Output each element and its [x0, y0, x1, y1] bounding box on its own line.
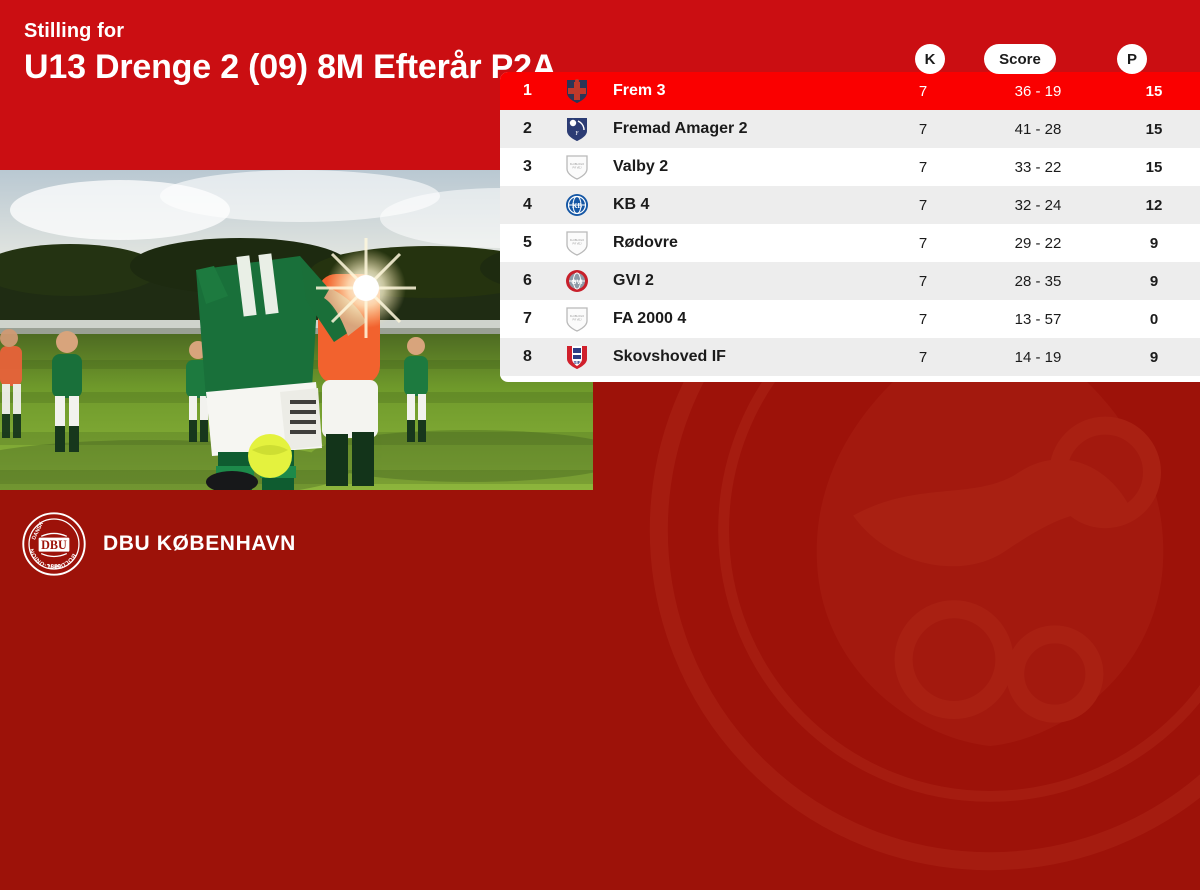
row-team-name: Rødovre — [613, 234, 678, 251]
fremad-amager-crest: F — [555, 116, 599, 142]
header-kicker: Stilling for — [24, 20, 125, 42]
row-points: 15 — [1145, 82, 1163, 100]
table-row[interactable]: 1 Frem 3 7 36 - 19 15 — [500, 72, 1200, 110]
svg-text:DBU: DBU — [41, 538, 67, 552]
row-position: 2 — [523, 120, 532, 137]
row-matches: 7 — [918, 120, 928, 138]
row-score: 29 - 22 — [1014, 234, 1062, 252]
row-points: 15 — [1145, 158, 1163, 176]
row-position: 3 — [523, 158, 532, 175]
table-row[interactable]: 8 SIF Skovshoved IF 7 14 - 19 9 — [500, 338, 1200, 376]
row-score: 28 - 35 — [1014, 272, 1062, 290]
row-score: 41 - 28 — [1014, 120, 1062, 138]
row-points: 15 — [1145, 120, 1163, 138]
row-score: 13 - 57 — [1014, 310, 1062, 328]
table-column-badges: K Score P — [500, 44, 1200, 78]
row-position: 4 — [523, 196, 532, 213]
row-matches: 7 — [918, 158, 928, 176]
gvi-crest: GVI — [555, 268, 599, 294]
row-position: 8 — [523, 348, 532, 365]
row-score: 32 - 24 — [1014, 196, 1062, 214]
svg-text:F: F — [575, 131, 579, 137]
row-matches: 7 — [918, 272, 928, 290]
svg-text:KLUBLOGO: KLUBLOGO — [570, 162, 584, 166]
svg-text:KB: KB — [572, 202, 582, 210]
row-position: 6 — [523, 272, 532, 289]
svg-text:SIF: SIF — [573, 360, 580, 365]
row-position: 1 — [523, 82, 532, 99]
row-team-name: Frem 3 — [613, 82, 666, 99]
row-matches: 7 — [918, 234, 928, 252]
row-points: 12 — [1145, 196, 1163, 214]
footer-org-name: DBU KØBENHAVN — [103, 532, 296, 555]
row-matches: 7 — [918, 196, 928, 214]
kb-crest: KB — [555, 192, 599, 218]
column-badge-matches: K — [915, 44, 945, 74]
svg-text:GVI: GVI — [571, 279, 582, 286]
row-matches: 7 — [918, 310, 928, 328]
hero-photo — [0, 170, 593, 490]
dbu-logo-icon: BOLDSPIL-UNION DANSK 1889 DBU — [22, 512, 86, 576]
placeholder-crest: KLUBLOGO PÅ VEJ — [555, 306, 599, 332]
frem-crest — [555, 78, 599, 104]
row-score: 14 - 19 — [1014, 348, 1062, 366]
svg-text:KLUBLOGO: KLUBLOGO — [570, 238, 584, 242]
row-score: 33 - 22 — [1014, 158, 1062, 176]
table-row[interactable]: 7 KLUBLOGO PÅ VEJ FA 2000 4 7 13 - 57 0 — [500, 300, 1200, 338]
placeholder-crest: KLUBLOGO PÅ VEJ — [555, 154, 599, 180]
table-row[interactable]: 4 KB KB 4 7 32 - 24 12 — [500, 186, 1200, 224]
row-points: 0 — [1149, 310, 1159, 328]
row-points: 9 — [1149, 234, 1159, 252]
table-row[interactable]: 5 KLUBLOGO PÅ VEJ Rødovre 7 29 - 22 9 — [500, 224, 1200, 262]
placeholder-crest: KLUBLOGO PÅ VEJ — [555, 230, 599, 256]
table-row[interactable]: 3 KLUBLOGO PÅ VEJ Valby 2 7 33 - 22 15 — [500, 148, 1200, 186]
row-team-name: Valby 2 — [613, 158, 669, 175]
svg-text:1889: 1889 — [47, 563, 62, 570]
row-team-name: GVI 2 — [613, 272, 654, 289]
column-badge-points: P — [1117, 44, 1147, 74]
page-title: U13 Drenge 2 (09) 8M Efterår P2A — [24, 48, 557, 86]
row-team-name: KB 4 — [613, 196, 650, 213]
footer: BOLDSPIL-UNION DANSK 1889 DBU DBU KØBENH… — [0, 490, 1200, 630]
standings-table: 1 Frem 3 7 36 - 19 15 2 F Fremad Amager 2 7 41 - … — [500, 72, 1200, 382]
row-points: 9 — [1149, 348, 1159, 366]
row-position: 5 — [523, 234, 532, 251]
svg-text:PÅ VEJ: PÅ VEJ — [573, 241, 583, 246]
svg-text:PÅ VEJ: PÅ VEJ — [573, 317, 583, 322]
row-position: 7 — [523, 310, 532, 327]
column-badge-score: Score — [984, 44, 1056, 74]
row-score: 36 - 19 — [1014, 82, 1062, 100]
table-row[interactable]: 2 F Fremad Amager 2 7 41 - 28 15 — [500, 110, 1200, 148]
row-points: 9 — [1149, 272, 1159, 290]
row-team-name: Skovshoved IF — [613, 348, 726, 365]
table-row[interactable]: 6 GVI GVI 2 7 28 - 35 9 — [500, 262, 1200, 300]
svg-text:PÅ VEJ: PÅ VEJ — [573, 165, 583, 170]
row-matches: 7 — [918, 348, 928, 366]
row-team-name: FA 2000 4 — [613, 310, 687, 327]
svg-text:KLUBLOGO: KLUBLOGO — [570, 314, 584, 318]
row-team-name: Fremad Amager 2 — [613, 120, 748, 137]
row-matches: 7 — [918, 82, 928, 100]
skovshoved-crest: SIF — [555, 344, 599, 370]
